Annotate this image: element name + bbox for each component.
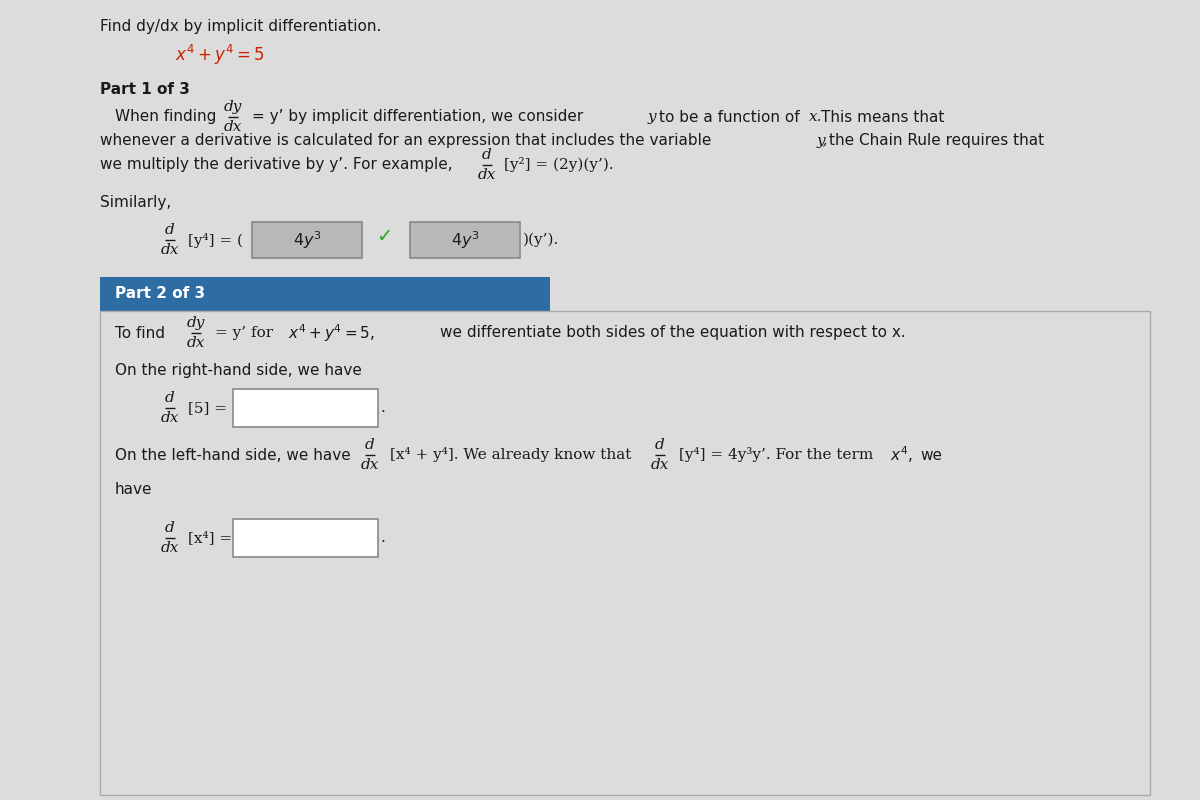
Text: dx: dx: [187, 336, 205, 350]
Text: to be a function of: to be a function of: [659, 110, 799, 125]
FancyBboxPatch shape: [233, 389, 378, 427]
Text: [y²] = (2y)(y’).: [y²] = (2y)(y’).: [504, 158, 613, 173]
FancyBboxPatch shape: [233, 519, 378, 557]
Text: .: .: [382, 531, 385, 545]
Text: d: d: [166, 391, 175, 405]
Text: $4y^3$: $4y^3$: [293, 229, 322, 251]
Text: have: have: [115, 482, 152, 498]
Text: [5] =: [5] =: [188, 401, 227, 415]
Text: y,: y,: [817, 134, 828, 148]
Text: On the left-hand side, we have: On the left-hand side, we have: [115, 447, 350, 462]
Text: we differentiate both sides of the equation with respect to x.: we differentiate both sides of the equat…: [440, 326, 906, 341]
Text: )(y’).: )(y’).: [523, 233, 559, 247]
Text: dx: dx: [650, 458, 670, 472]
Text: dx: dx: [161, 541, 179, 555]
Text: dx: dx: [478, 168, 496, 182]
Text: dx: dx: [161, 243, 179, 257]
Text: Part 2 of 3: Part 2 of 3: [115, 286, 205, 302]
Text: we: we: [920, 447, 942, 462]
Text: dx: dx: [161, 411, 179, 425]
Text: whenever a derivative is calculated for an expression that includes the variable: whenever a derivative is calculated for …: [100, 134, 712, 149]
Text: Similarly,: Similarly,: [100, 194, 172, 210]
Text: Find dy/dx by implicit differentiation.: Find dy/dx by implicit differentiation.: [100, 19, 382, 34]
Text: Part 1 of 3: Part 1 of 3: [100, 82, 190, 98]
Text: x.: x.: [809, 110, 822, 124]
Text: d: d: [655, 438, 665, 452]
Text: ✓: ✓: [376, 227, 392, 246]
Text: we multiply the derivative by y’. For example,: we multiply the derivative by y’. For ex…: [100, 158, 452, 173]
Text: = y’ by implicit differentiation, we consider: = y’ by implicit differentiation, we con…: [252, 110, 583, 125]
Text: [y⁴] = 4y³y’. For the term: [y⁴] = 4y³y’. For the term: [679, 447, 874, 462]
Text: To find: To find: [115, 326, 166, 341]
Text: the Chain Rule requires that: the Chain Rule requires that: [829, 134, 1044, 149]
FancyBboxPatch shape: [252, 222, 362, 258]
FancyBboxPatch shape: [410, 222, 520, 258]
Text: When finding: When finding: [115, 110, 216, 125]
Text: .: .: [382, 401, 385, 415]
Text: dx: dx: [361, 458, 379, 472]
Text: $x^4,$: $x^4,$: [890, 445, 913, 466]
Text: d: d: [365, 438, 374, 452]
Text: dy: dy: [224, 100, 242, 114]
Text: [x⁴ + y⁴]. We already know that: [x⁴ + y⁴]. We already know that: [390, 447, 631, 462]
Text: y: y: [648, 110, 656, 124]
Text: This means that: This means that: [821, 110, 944, 125]
Text: On the right-hand side, we have: On the right-hand side, we have: [115, 362, 362, 378]
Text: dx: dx: [224, 120, 242, 134]
Text: = y’ for: = y’ for: [215, 326, 274, 340]
Text: dy: dy: [187, 316, 205, 330]
Text: [x⁴] =: [x⁴] =: [188, 531, 232, 545]
Text: $x^4 + y^4 = 5,$: $x^4 + y^4 = 5,$: [288, 322, 374, 344]
Text: d: d: [482, 148, 492, 162]
FancyBboxPatch shape: [100, 277, 550, 311]
Text: $\mathit{x}^4 + \mathit{y}^4 = 5$: $\mathit{x}^4 + \mathit{y}^4 = 5$: [175, 43, 264, 67]
Text: d: d: [166, 521, 175, 535]
Text: d: d: [166, 223, 175, 237]
Text: $4y^3$: $4y^3$: [451, 229, 479, 251]
Text: [y⁴] = (: [y⁴] = (: [188, 233, 242, 247]
